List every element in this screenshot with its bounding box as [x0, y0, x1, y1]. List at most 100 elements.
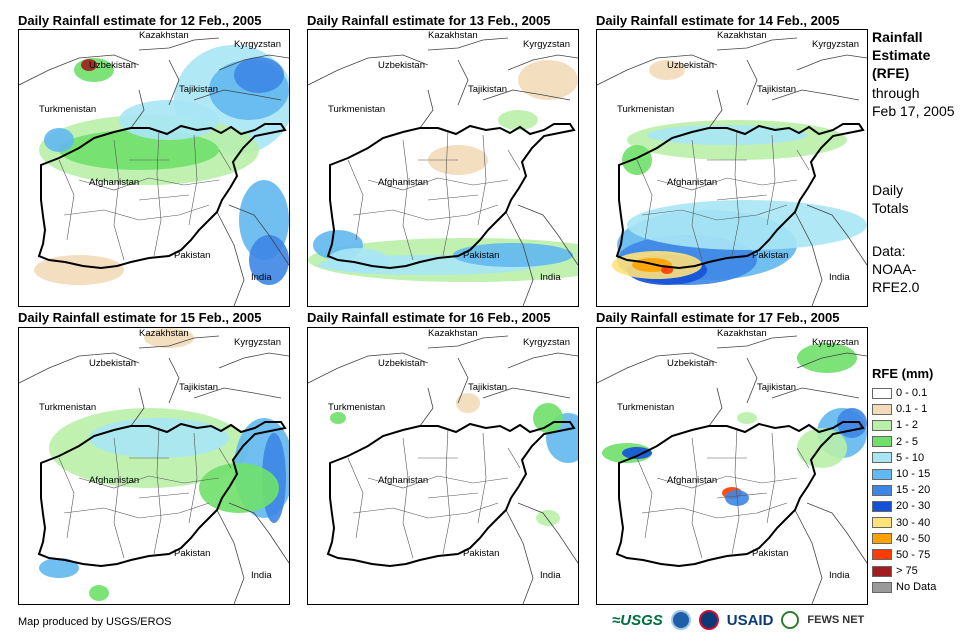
country-label-uzbekistan: Uzbekistan: [667, 358, 714, 369]
province-border: [218, 447, 232, 469]
side-data-source: Data: NOAA- RFE2.0: [872, 243, 920, 295]
country-border: [794, 211, 823, 306]
country-border: [746, 59, 758, 106]
country-label-turkmenistan: Turkmenistan: [39, 402, 96, 413]
noaa-logo-icon: [670, 610, 691, 630]
rainfall-area: [39, 558, 79, 578]
province-border: [78, 177, 220, 191]
legend-swatch: [872, 500, 892, 512]
rainfall-area: [81, 59, 97, 71]
province-border: [707, 159, 768, 201]
province-border: [402, 139, 414, 261]
country-label-kyrgyzstan: Kyrgyzstan: [523, 39, 570, 50]
country-border: [130, 89, 145, 129]
province-border: [402, 437, 414, 559]
province-border: [641, 502, 788, 519]
rainfall-area: [234, 57, 284, 93]
country-label-uzbekistan: Uzbekistan: [667, 60, 714, 71]
legend-label: 10 - 15: [896, 468, 931, 481]
country-border: [597, 54, 718, 86]
rainfall-area: [647, 125, 807, 145]
afghanistan-border: [615, 123, 865, 270]
panel-title-feb16: Daily Rainfall estimate for 16 Feb., 200…: [307, 310, 551, 325]
country-label-pakistan: Pakistan: [752, 548, 788, 559]
country-label-pakistan: Pakistan: [463, 250, 499, 261]
legend-label: 0.1 - 1: [896, 403, 928, 416]
country-label-kyrgyzstan: Kyrgyzstan: [234, 39, 281, 50]
rainfall-area: [797, 343, 857, 373]
country-label-kazakhstan: Kazakhstan: [139, 30, 189, 41]
province-border: [641, 204, 788, 221]
map-panel-feb13: Kazakhstan Uzbekistan Kyrgyzstan Tajikistan…: [307, 29, 579, 307]
country-label-pakistan: Pakistan: [463, 548, 499, 559]
country-border: [218, 352, 289, 369]
legend-swatch: [872, 452, 892, 464]
map-panel-feb14: Kazakhstan Uzbekistan Kyrgyzstan Tajikistan…: [596, 29, 868, 307]
panel-title-feb15: Daily Rainfall estimate for 15 Feb., 200…: [18, 310, 262, 325]
legend-label: 15 - 20: [896, 484, 931, 497]
country-border: [716, 335, 798, 349]
country-border: [19, 54, 140, 86]
panel-title-feb14: Daily Rainfall estimate for 14 Feb., 200…: [596, 13, 840, 28]
country-label-kyrgyzstan: Kyrgyzstan: [812, 337, 859, 348]
province-border: [707, 457, 768, 499]
province-border: [218, 149, 232, 171]
rainfall-area: [627, 200, 867, 250]
legend-swatch: [872, 484, 892, 496]
usgs-logo: ≈USGS: [612, 611, 663, 629]
afghanistan-border: [615, 421, 865, 568]
province-border: [636, 159, 653, 241]
province-border: [153, 427, 162, 555]
province-border: [656, 475, 798, 489]
country-border: [19, 352, 140, 384]
country-border: [228, 502, 289, 564]
country-label-turkmenistan: Turkmenistan: [617, 104, 674, 115]
country-label-turkmenistan: Turkmenistan: [328, 402, 385, 413]
rainfall-area: [89, 585, 109, 601]
country-label-tajikistan: Tajikistan: [757, 382, 796, 393]
country-border: [517, 502, 578, 564]
province-border: [691, 437, 703, 559]
province-border: [477, 134, 487, 226]
rainfall-area: [44, 128, 74, 152]
country-border: [193, 387, 282, 399]
country-label-tajikistan: Tajikistan: [468, 84, 507, 95]
country-border: [507, 352, 578, 369]
rainfall-area: [456, 393, 480, 413]
country-border: [457, 59, 469, 106]
fews-net-logo: FEWS NET: [807, 614, 865, 626]
province-border: [129, 159, 190, 201]
province-border: [766, 134, 776, 226]
legend-item: 10 - 15: [872, 466, 936, 482]
legend-item: 40 - 50: [872, 531, 936, 547]
province-border: [58, 159, 75, 241]
province-border: [418, 159, 479, 201]
country-label-kazakhstan: Kazakhstan: [717, 328, 767, 339]
province-border: [129, 457, 190, 499]
province-border: [731, 129, 740, 257]
province-border: [188, 134, 198, 226]
legend-item: No Data: [872, 579, 936, 595]
province-border: [766, 432, 776, 524]
legend-swatch: [872, 419, 892, 431]
province-border: [796, 149, 810, 171]
country-label-kazakhstan: Kazakhstan: [428, 30, 478, 41]
legend-label: 50 - 75: [896, 548, 931, 561]
rainfall-area: [797, 428, 847, 468]
country-border: [796, 54, 867, 71]
province-border: [796, 447, 810, 469]
legend-item: 30 - 40: [872, 515, 936, 531]
province-border: [113, 139, 125, 261]
side-totals: Daily Totals: [872, 182, 909, 216]
country-border: [716, 37, 798, 51]
country-border: [308, 54, 429, 86]
country-border: [308, 352, 429, 384]
country-label-afghanistan: Afghanistan: [667, 475, 717, 486]
country-label-india: India: [251, 272, 272, 283]
country-border: [138, 37, 220, 51]
country-border: [138, 335, 220, 349]
country-label-india: India: [540, 272, 561, 283]
legend-item: 0 - 0.1: [872, 385, 936, 401]
legend-swatch: [872, 581, 892, 593]
province-border: [418, 457, 479, 499]
